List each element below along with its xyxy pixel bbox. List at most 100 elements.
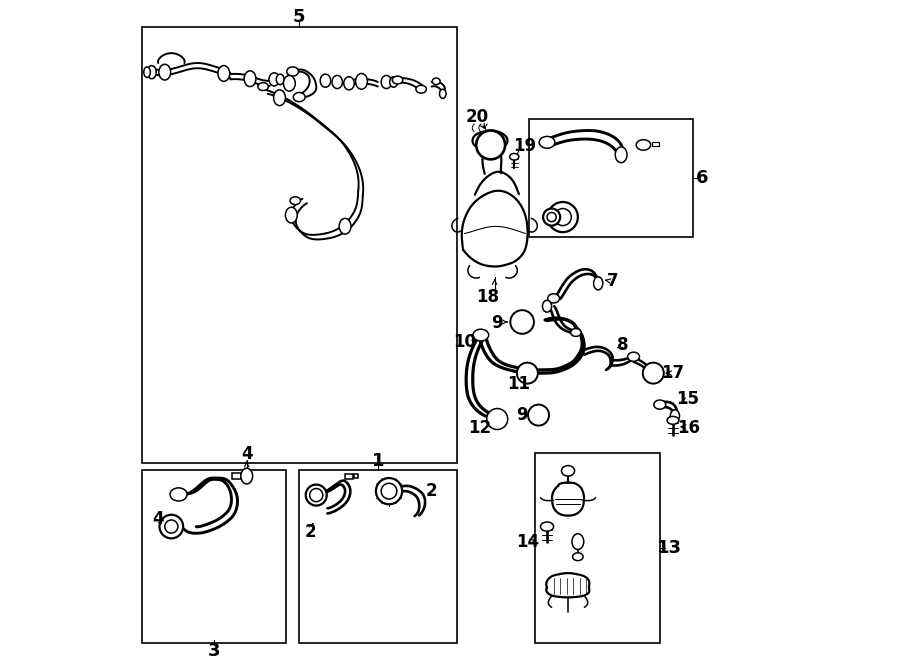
Ellipse shape: [548, 294, 560, 303]
Ellipse shape: [320, 74, 330, 87]
Text: 7: 7: [607, 272, 618, 291]
Text: 9: 9: [491, 314, 503, 332]
Ellipse shape: [218, 66, 230, 81]
Circle shape: [382, 483, 397, 499]
Bar: [345, 474, 353, 479]
Circle shape: [376, 478, 402, 504]
Text: 4: 4: [241, 446, 253, 463]
Ellipse shape: [541, 522, 554, 531]
Ellipse shape: [616, 147, 627, 163]
Ellipse shape: [472, 329, 489, 341]
Ellipse shape: [241, 468, 253, 484]
Ellipse shape: [571, 328, 581, 336]
Circle shape: [528, 404, 549, 426]
Text: 17: 17: [662, 364, 685, 382]
Ellipse shape: [356, 73, 367, 89]
Ellipse shape: [159, 64, 171, 80]
Bar: [232, 473, 241, 479]
Ellipse shape: [390, 77, 398, 87]
Ellipse shape: [646, 367, 661, 379]
Circle shape: [510, 310, 534, 334]
Ellipse shape: [287, 67, 299, 76]
Bar: [242, 473, 248, 478]
Ellipse shape: [290, 197, 301, 205]
Text: 6: 6: [697, 169, 708, 187]
Ellipse shape: [170, 488, 187, 501]
Text: 2: 2: [304, 523, 316, 541]
Text: 13: 13: [657, 539, 682, 557]
Bar: [354, 474, 358, 478]
Ellipse shape: [627, 352, 640, 361]
Ellipse shape: [439, 89, 446, 99]
Ellipse shape: [274, 90, 285, 106]
Ellipse shape: [432, 78, 440, 85]
Text: 5: 5: [292, 8, 305, 26]
Ellipse shape: [509, 154, 518, 160]
Ellipse shape: [332, 75, 343, 89]
Circle shape: [310, 489, 323, 502]
Text: 8: 8: [617, 336, 629, 354]
Bar: [652, 142, 659, 146]
Circle shape: [306, 485, 327, 506]
Text: 14: 14: [516, 533, 539, 551]
Circle shape: [165, 520, 178, 533]
Ellipse shape: [258, 83, 268, 91]
Text: 3: 3: [208, 642, 220, 660]
Circle shape: [547, 213, 556, 222]
Ellipse shape: [594, 277, 603, 290]
Ellipse shape: [539, 136, 555, 148]
Ellipse shape: [562, 465, 574, 476]
Ellipse shape: [309, 489, 324, 501]
Text: 4: 4: [152, 510, 164, 528]
Ellipse shape: [667, 416, 679, 424]
Text: 9: 9: [517, 406, 528, 424]
Ellipse shape: [490, 413, 505, 425]
Ellipse shape: [244, 71, 256, 87]
Bar: [528, 118, 693, 237]
Ellipse shape: [543, 301, 552, 312]
Circle shape: [543, 209, 560, 226]
Ellipse shape: [670, 410, 680, 422]
Text: 1: 1: [372, 452, 384, 470]
Circle shape: [476, 130, 505, 160]
Ellipse shape: [293, 93, 305, 102]
Text: 15: 15: [676, 391, 699, 408]
Text: 16: 16: [677, 419, 700, 437]
Ellipse shape: [284, 75, 295, 91]
Ellipse shape: [572, 553, 583, 561]
Circle shape: [517, 363, 538, 383]
Text: 20: 20: [466, 109, 489, 126]
Ellipse shape: [276, 74, 284, 85]
Ellipse shape: [144, 67, 150, 77]
Circle shape: [548, 202, 578, 232]
Text: 2: 2: [426, 482, 437, 500]
Ellipse shape: [531, 409, 545, 421]
Text: 12: 12: [469, 419, 491, 437]
Ellipse shape: [344, 77, 355, 90]
Ellipse shape: [521, 368, 534, 379]
Ellipse shape: [646, 369, 655, 381]
Text: 19: 19: [513, 137, 536, 156]
Ellipse shape: [636, 140, 651, 150]
Text: 11: 11: [508, 375, 530, 393]
Bar: [299, 469, 456, 643]
Ellipse shape: [147, 66, 157, 79]
Bar: [536, 453, 660, 643]
Ellipse shape: [654, 400, 666, 409]
Ellipse shape: [339, 218, 351, 234]
Circle shape: [487, 408, 508, 430]
Ellipse shape: [285, 207, 297, 223]
Ellipse shape: [416, 85, 427, 93]
Ellipse shape: [382, 75, 392, 89]
Circle shape: [643, 363, 664, 383]
Circle shape: [554, 209, 572, 226]
Text: 18: 18: [476, 288, 500, 306]
Ellipse shape: [572, 534, 584, 549]
Ellipse shape: [392, 76, 403, 84]
Bar: [142, 27, 456, 463]
Bar: [142, 469, 286, 643]
Ellipse shape: [382, 485, 397, 497]
Circle shape: [159, 515, 183, 538]
Ellipse shape: [269, 73, 280, 86]
Text: 10: 10: [453, 332, 476, 351]
